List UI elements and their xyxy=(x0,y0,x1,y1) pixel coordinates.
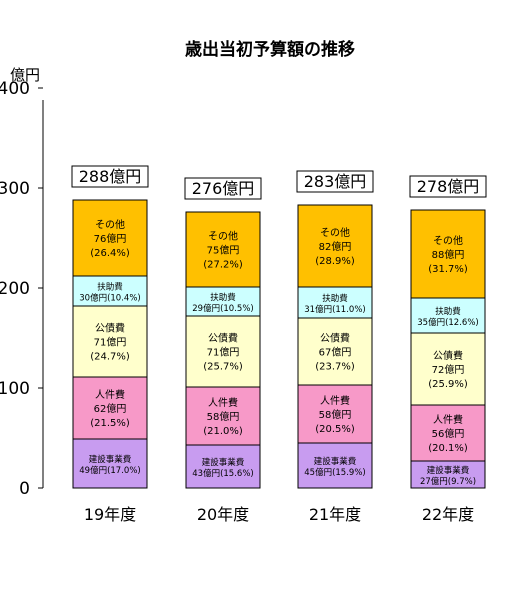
y-tick-label: 100 xyxy=(0,379,30,399)
y-axis-ticks: 0 100 200 300 400 xyxy=(0,79,43,499)
bar-segment xyxy=(297,286,373,319)
bar-segment-label: 58億円 xyxy=(319,408,352,421)
bar-segment xyxy=(72,376,148,440)
y-tick-label: 0 xyxy=(19,479,30,499)
bar-segment xyxy=(185,386,261,446)
bar-segment-label: 人件費 xyxy=(320,394,350,407)
bar-segment-label: 建設事業費 xyxy=(314,456,357,467)
bar-segment-label: 58億円 xyxy=(207,410,240,423)
bar-segment xyxy=(185,211,261,288)
bar-segment-label: (23.7%) xyxy=(315,362,355,373)
bar-segment-label: 35億円(12.6%) xyxy=(417,317,478,328)
x-category-label: 20年度 xyxy=(197,505,249,524)
bar-segment xyxy=(410,404,486,462)
bar-segment-label: (21.5%) xyxy=(90,418,130,429)
bar-segment-label: (28.9%) xyxy=(315,256,355,267)
bar-segment-label: 30億円(10.4%) xyxy=(79,293,140,304)
bar-segment-label: その他 xyxy=(433,234,463,247)
bar-segment xyxy=(72,438,148,489)
x-category-label: 19年度 xyxy=(84,505,136,524)
bar-segment-label: 扶助費 xyxy=(97,282,123,293)
bar-segment-label: 31億円(11.0%) xyxy=(304,304,365,315)
bar-segment-label: (21.0%) xyxy=(203,426,243,437)
total-label-box xyxy=(71,165,149,188)
bar-segment-label: 49億円(17.0%) xyxy=(79,465,140,476)
bar-segment-label: 人件費 xyxy=(208,396,238,409)
y-tick-label: 400 xyxy=(0,79,30,99)
bar-segment-label: 71億円 xyxy=(207,346,240,359)
bar-segment xyxy=(185,286,261,317)
bar-segment-label: 43億円(15.6%) xyxy=(192,468,253,479)
bar-segment-label: 公債費 xyxy=(320,332,350,345)
total-label: 283億円 xyxy=(304,172,367,191)
bar-segment-label: (24.7%) xyxy=(90,352,130,363)
bar-segment-label: (26.4%) xyxy=(90,248,130,259)
chart-title: 歳出当初予算額の推移 xyxy=(185,39,355,60)
bar-segment-label: 45億円(15.9%) xyxy=(304,467,365,478)
total-label: 278億円 xyxy=(417,177,480,196)
bar-segment-label: (25.9%) xyxy=(428,379,468,390)
bar-segment-label: 67億円 xyxy=(319,346,352,359)
bar-segment-label: 建設事業費 xyxy=(89,454,132,465)
bar-segment xyxy=(297,384,373,444)
bar-segment-label: 公債費 xyxy=(208,332,238,345)
x-axis-labels: 19年度 20年度 21年度 22年度 xyxy=(84,505,474,524)
y-tick-label: 300 xyxy=(0,179,30,199)
bars-group: 建設事業費49億円(17.0%)人件費62億円(21.5%)公債費71億円(24… xyxy=(71,165,487,489)
bar-segment-label: (31.7%) xyxy=(428,264,468,275)
total-label-box xyxy=(409,175,487,198)
bar-segment-label: 76億円 xyxy=(94,232,127,245)
bar-segment-label: 56億円 xyxy=(432,427,465,440)
bar-segment-label: 扶助費 xyxy=(435,306,461,317)
y-tick-label: 200 xyxy=(0,279,30,299)
bar-segment-label: 72億円 xyxy=(432,363,465,376)
total-label-box xyxy=(296,170,374,193)
x-category-label: 22年度 xyxy=(422,505,474,524)
bar-segment-label: 29億円(10.5%) xyxy=(192,303,253,314)
bar-segment xyxy=(185,444,261,489)
bar-segment-label: 人件費 xyxy=(433,413,463,426)
bar-segment-label: 公債費 xyxy=(433,349,463,362)
total-label-box xyxy=(184,177,262,200)
bar-segment-label: 27億円(9.7%) xyxy=(420,476,476,487)
bar-segment-label: 建設事業費 xyxy=(202,457,245,468)
bar-segment xyxy=(410,209,486,299)
x-category-label: 21年度 xyxy=(309,505,361,524)
bar-segment-label: (27.2%) xyxy=(203,260,243,271)
bar-segment xyxy=(297,204,373,288)
y-axis-unit-label: 億円 xyxy=(10,66,40,84)
bar-segment-label: (25.7%) xyxy=(203,362,243,373)
bar-segment-label: その他 xyxy=(208,230,238,243)
bar-segment-label: その他 xyxy=(95,218,125,231)
bar-segment-label: 62億円 xyxy=(94,402,127,415)
total-label: 276億円 xyxy=(192,179,255,198)
bar-segment-label: 88億円 xyxy=(432,248,465,261)
bar-segment xyxy=(410,332,486,406)
bar-segment-label: (20.5%) xyxy=(315,424,355,435)
bar-segment xyxy=(410,460,486,489)
bar-segment-label: 82億円 xyxy=(319,240,352,253)
bar-segment-label: その他 xyxy=(320,226,350,239)
bar-segment xyxy=(72,199,148,277)
bar-segment-label: 建設事業費 xyxy=(427,465,470,476)
bar-segment xyxy=(297,442,373,489)
bar-segment-label: 75億円 xyxy=(207,244,240,257)
bar-segment xyxy=(410,297,486,334)
bar-segment-label: 71億円 xyxy=(94,336,127,349)
bar-segment xyxy=(297,317,373,386)
bar-segment-label: 人件費 xyxy=(95,388,125,401)
bar-segment-label: (20.1%) xyxy=(428,443,468,454)
bar-segment-label: 扶助費 xyxy=(322,293,348,304)
total-label: 288億円 xyxy=(79,167,142,186)
bar-segment-label: 公債費 xyxy=(95,322,125,335)
bar-segment-label: 扶助費 xyxy=(210,292,236,303)
